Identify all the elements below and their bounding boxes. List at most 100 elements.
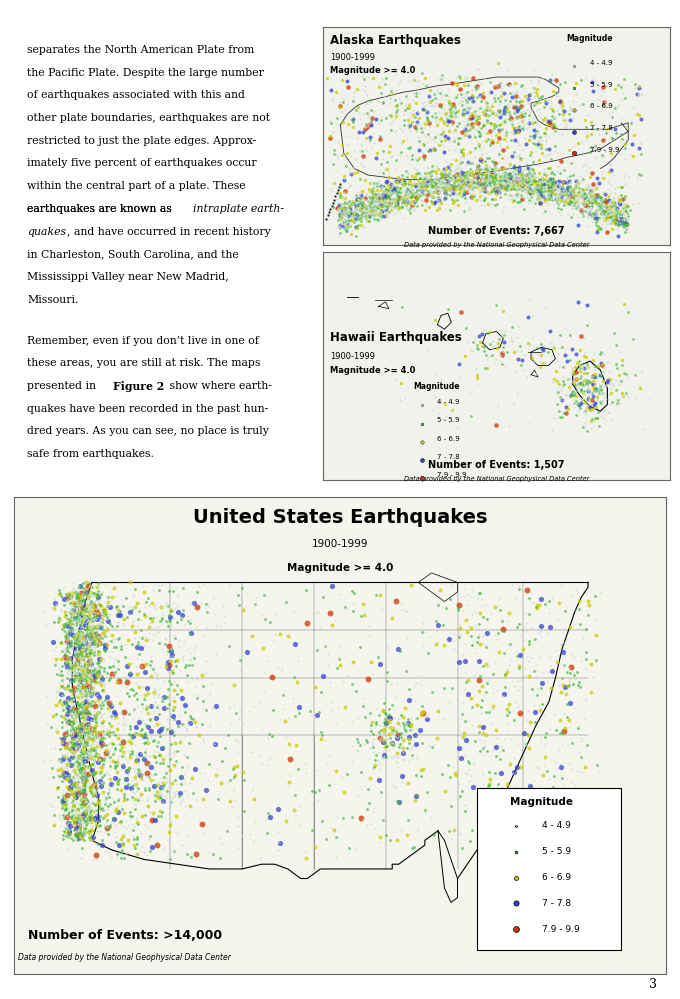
Point (390, 195, 401, 211)
Point (394, 94, 405, 110)
Point (517, 801, 528, 817)
Point (97, 651, 108, 667)
Point (133, 610, 143, 626)
Point (566, 194, 577, 210)
Point (492, 113, 503, 129)
Point (583, 181, 594, 197)
Point (75, 635, 86, 651)
Point (562, 371, 573, 387)
Point (560, 193, 571, 209)
Point (107, 644, 118, 660)
Point (74, 628, 85, 644)
Point (511, 85, 522, 101)
Point (515, 186, 526, 202)
Point (374, 707, 385, 723)
Point (394, 718, 405, 734)
Point (507, 116, 517, 132)
Text: Magnitude >= 4.0: Magnitude >= 4.0 (287, 563, 393, 573)
Point (82, 647, 93, 663)
Point (77, 812, 88, 828)
Point (430, 168, 441, 184)
Point (215, 850, 226, 866)
Point (526, 177, 537, 193)
Point (395, 120, 406, 136)
Point (85, 703, 96, 719)
Point (523, 636, 534, 652)
Point (68, 670, 79, 686)
Point (84, 747, 95, 763)
Point (419, 183, 430, 199)
Point (411, 165, 422, 181)
Text: 4 - 4.9: 4 - 4.9 (543, 821, 571, 830)
Point (479, 192, 490, 208)
Point (78, 620, 89, 636)
Point (457, 148, 468, 164)
Point (611, 217, 622, 233)
Point (78, 688, 89, 704)
Point (481, 157, 492, 173)
Point (435, 174, 446, 190)
Point (450, 124, 461, 140)
Point (70, 755, 81, 771)
Point (494, 174, 505, 190)
Point (541, 177, 552, 193)
Point (386, 194, 396, 210)
Point (607, 167, 618, 183)
Point (65, 658, 76, 674)
Point (65, 668, 76, 684)
Point (97, 800, 107, 816)
Point (65, 663, 75, 679)
Point (564, 142, 575, 158)
Point (584, 191, 595, 207)
Point (82, 614, 92, 630)
Point (431, 113, 442, 129)
Point (522, 94, 533, 110)
Point (393, 183, 404, 199)
Point (481, 172, 492, 188)
Point (175, 788, 186, 804)
Point (465, 120, 476, 136)
Point (626, 115, 636, 131)
Point (387, 734, 398, 750)
Point (415, 181, 426, 197)
Point (441, 177, 452, 193)
Point (162, 680, 173, 696)
Point (84, 765, 95, 781)
Point (68, 651, 79, 667)
Point (549, 186, 560, 202)
Point (248, 780, 259, 796)
Point (142, 727, 153, 743)
Point (586, 179, 597, 195)
Point (74, 601, 85, 617)
Point (573, 135, 584, 151)
Point (552, 144, 563, 160)
Point (500, 358, 511, 374)
Point (604, 173, 615, 189)
Point (602, 201, 613, 217)
Point (118, 743, 129, 759)
Point (511, 170, 522, 186)
Point (454, 174, 464, 190)
Point (495, 105, 506, 121)
Point (545, 146, 556, 162)
Point (443, 178, 454, 194)
Point (116, 756, 126, 772)
Text: 5 - 5.9: 5 - 5.9 (590, 82, 613, 88)
Point (556, 339, 567, 355)
Point (94, 765, 105, 781)
Point (592, 369, 602, 385)
Point (403, 186, 413, 202)
Point (82, 719, 93, 735)
Point (514, 100, 525, 116)
Point (549, 184, 560, 200)
Point (87, 630, 98, 646)
Point (82, 683, 93, 699)
Point (148, 702, 159, 718)
Point (391, 674, 402, 690)
Point (331, 84, 342, 100)
Point (584, 393, 595, 409)
Point (65, 700, 75, 716)
Point (514, 658, 525, 674)
Point (395, 728, 406, 744)
Point (477, 193, 488, 209)
